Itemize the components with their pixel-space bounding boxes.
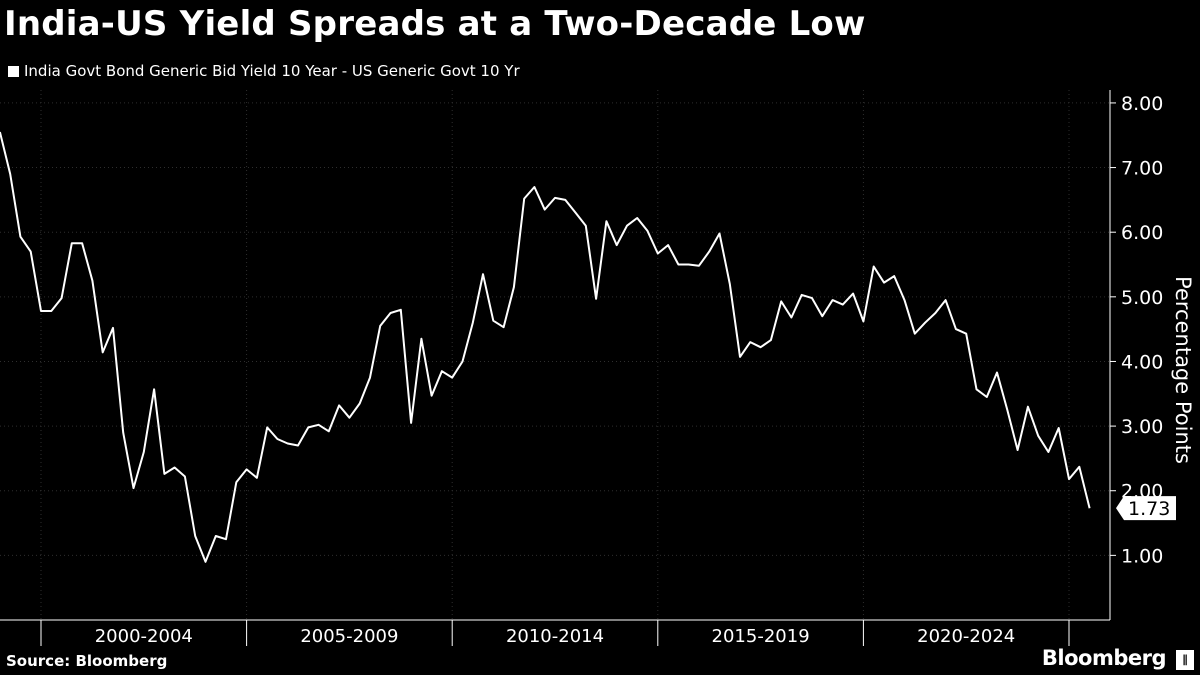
y-tick-label: 3.00	[1121, 416, 1163, 438]
grid	[0, 90, 1110, 620]
x-tick-label: 2015-2019	[712, 626, 810, 647]
y-tick-label: 4.00	[1121, 351, 1163, 373]
source-note: Source: Bloomberg	[6, 652, 168, 670]
x-tick-label: 2020-2024	[917, 626, 1015, 647]
legend: India Govt Bond Generic Bid Yield 10 Yea…	[8, 62, 520, 80]
labels: 1.002.003.004.005.006.007.008.002000-200…	[95, 93, 1195, 647]
x-tick-label: 2000-2004	[95, 626, 193, 647]
x-tick-label: 2005-2009	[300, 626, 398, 647]
series	[0, 131, 1091, 563]
last-value-label: 1.73	[1128, 498, 1170, 520]
legend-swatch	[8, 65, 19, 77]
brand-mark-icon: ∥	[1176, 650, 1194, 670]
last-value-badge	[1116, 496, 1176, 521]
y-tick-label: 5.00	[1121, 287, 1163, 309]
x-tick-label: 2010-2014	[506, 626, 604, 647]
y-axis-title: Percentage Points	[1171, 276, 1195, 464]
series-line	[0, 131, 1091, 563]
y-tick-label: 8.00	[1121, 93, 1163, 115]
y-tick-label: 1.00	[1121, 545, 1163, 567]
chart-title: India-US Yield Spreads at a Two-Decade L…	[4, 4, 866, 44]
legend-label: India Govt Bond Generic Bid Yield 10 Yea…	[24, 62, 520, 80]
y-tick-label: 7.00	[1121, 158, 1163, 180]
axes	[0, 90, 1116, 646]
y-tick-label: 6.00	[1121, 222, 1163, 244]
brand-logo: Bloomberg	[1041, 646, 1167, 670]
